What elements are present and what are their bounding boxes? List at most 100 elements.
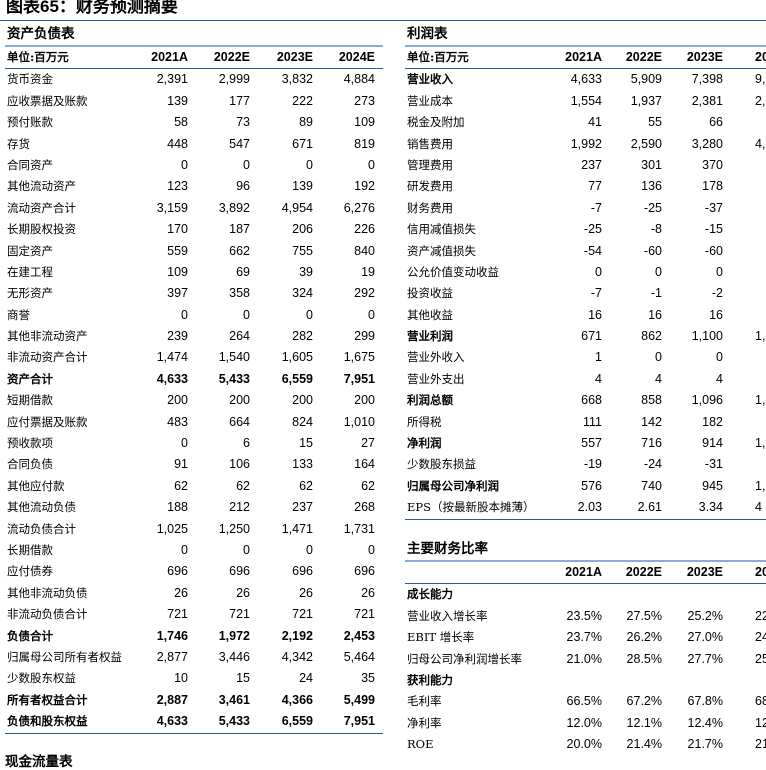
row-label: 资产合计 xyxy=(7,371,53,386)
cell-value: 2,887 xyxy=(156,692,188,707)
cell-value: 4,633 xyxy=(156,714,188,729)
table-row: 成长能力 xyxy=(405,584,766,605)
cell-value: 41 xyxy=(588,115,602,130)
cell-value: -19 xyxy=(583,457,602,472)
year-header: 202 xyxy=(755,565,766,579)
year-header: 2022E xyxy=(625,50,662,64)
cell-value: 237 xyxy=(581,157,602,172)
cell-value: 696 xyxy=(292,564,313,579)
cell-value: 576 xyxy=(581,478,602,493)
section-title: 资产负债表 xyxy=(5,23,383,47)
cell-value: 5,464 xyxy=(343,649,375,664)
cell-value: 2,192 xyxy=(281,628,313,643)
year-header: 2021A xyxy=(565,565,602,579)
cell-value: 671 xyxy=(292,136,313,151)
cell-value: 448 xyxy=(167,136,188,151)
cell-value: 24 xyxy=(755,630,766,645)
row-label: 所得税 xyxy=(407,414,442,429)
cell-value: 671 xyxy=(581,329,602,344)
cell-value: 27.7% xyxy=(687,651,723,666)
table-row: 应付票据及账款 483 664 824 1,010 xyxy=(5,412,383,433)
cell-value: 862 xyxy=(641,329,662,344)
table-row: 净利润 557 716 914 1, xyxy=(405,433,766,454)
cell-value: 1,972 xyxy=(218,628,250,643)
cell-value: 4 xyxy=(755,500,762,515)
cell-value: 292 xyxy=(354,286,375,301)
table-row: 其他流动资产 123 96 139 192 xyxy=(5,176,383,197)
cell-value: 1 xyxy=(595,350,602,365)
cell-value: 1,554 xyxy=(570,93,602,108)
cell-value: 25 xyxy=(755,651,766,666)
cell-value: 0 xyxy=(243,157,250,172)
cell-value: 237 xyxy=(292,500,313,515)
cell-value: 15 xyxy=(299,436,313,451)
cell-value: 301 xyxy=(641,157,662,172)
cell-value: 6,276 xyxy=(343,200,375,215)
cell-value: 239 xyxy=(167,329,188,344)
cell-value: 25.2% xyxy=(687,608,723,623)
table-row: EPS（按最新股本摊薄） 2.03 2.61 3.34 4 xyxy=(405,497,766,520)
cell-value: 668 xyxy=(581,393,602,408)
table-row: 归属母公司所有者权益 2,877 3,446 4,342 5,464 xyxy=(5,647,383,668)
table-row: 商誉 0 0 0 0 xyxy=(5,305,383,326)
cell-value: 1,100 xyxy=(691,329,723,344)
row-label: 短期借款 xyxy=(7,393,53,408)
cell-value: 66 xyxy=(709,115,723,130)
cell-value: 0 xyxy=(306,157,313,172)
cell-value: 0 xyxy=(181,542,188,557)
divider xyxy=(0,20,766,21)
cell-value: 21.4% xyxy=(626,737,662,752)
cell-value: 68 xyxy=(755,694,766,709)
year-header: 2023E xyxy=(686,565,723,579)
table-row: 应收票据及账款 139 177 222 273 xyxy=(5,91,383,112)
cell-value: 16 xyxy=(709,307,723,322)
cell-value: 106 xyxy=(229,457,250,472)
row-label: 成长能力 xyxy=(407,587,453,602)
table-row: 营业外收入 1 0 0 xyxy=(405,347,766,368)
header-row: 2021A 2022E 2023E 202 xyxy=(405,562,766,585)
cell-value: 5,433 xyxy=(218,371,250,386)
row-label: 无形资产 xyxy=(7,286,53,301)
cell-value: 945 xyxy=(702,478,723,493)
row-label: 预付账款 xyxy=(7,115,53,130)
table-row: 其他非流动负债 26 26 26 26 xyxy=(5,583,383,604)
row-label: 在建工程 xyxy=(7,264,53,279)
row-label: 应收票据及账款 xyxy=(7,93,88,108)
unit-label: 单位:百万元 xyxy=(7,50,69,64)
table-row: 利润总额 668 858 1,096 1, xyxy=(405,390,766,411)
table-row: 流动资产合计 3,159 3,892 4,954 6,276 xyxy=(5,198,383,219)
cell-value: 26.2% xyxy=(626,630,662,645)
cell-value: 324 xyxy=(292,286,313,301)
row-label: EPS（按最新股本摊薄） xyxy=(407,500,535,515)
cell-value: 7,398 xyxy=(691,72,723,87)
cell-value: 7,951 xyxy=(343,714,375,729)
cell-value: 1,025 xyxy=(156,521,188,536)
cell-value: 10 xyxy=(174,671,188,686)
table-row: 毛利率 66.5% 67.2% 67.8% 68 xyxy=(405,691,766,712)
cell-value: 755 xyxy=(292,243,313,258)
row-label: 合同负债 xyxy=(7,457,53,472)
cell-value: 557 xyxy=(581,436,602,451)
row-label: 公允价值变动收益 xyxy=(407,264,499,279)
row-label: 长期借款 xyxy=(7,542,53,557)
cell-value: 1, xyxy=(755,329,766,344)
cell-value: 4, xyxy=(755,136,766,151)
cell-value: 187 xyxy=(229,222,250,237)
table-row: 预收款项 0 6 15 27 xyxy=(5,433,383,454)
table-row: 负债合计 1,746 1,972 2,192 2,453 xyxy=(5,626,383,647)
cell-value: 547 xyxy=(229,136,250,151)
row-label: 固定资产 xyxy=(7,243,53,258)
cell-value: 77 xyxy=(588,179,602,194)
cell-value: 23.7% xyxy=(566,630,602,645)
row-label: 其他非流动资产 xyxy=(7,329,88,344)
table-row: 净利率 12.0% 12.1% 12.4% 12 xyxy=(405,713,766,734)
cell-value: 62 xyxy=(361,478,375,493)
row-label: 其他应付款 xyxy=(7,478,65,493)
cell-value: 27.0% xyxy=(687,630,723,645)
cell-value: 4,633 xyxy=(156,371,188,386)
year-header: 2023E xyxy=(686,50,723,64)
cell-value: 264 xyxy=(229,329,250,344)
cell-value: 664 xyxy=(229,414,250,429)
cell-value: 182 xyxy=(702,414,723,429)
table-row: 其他流动负债 188 212 237 268 xyxy=(5,497,383,518)
